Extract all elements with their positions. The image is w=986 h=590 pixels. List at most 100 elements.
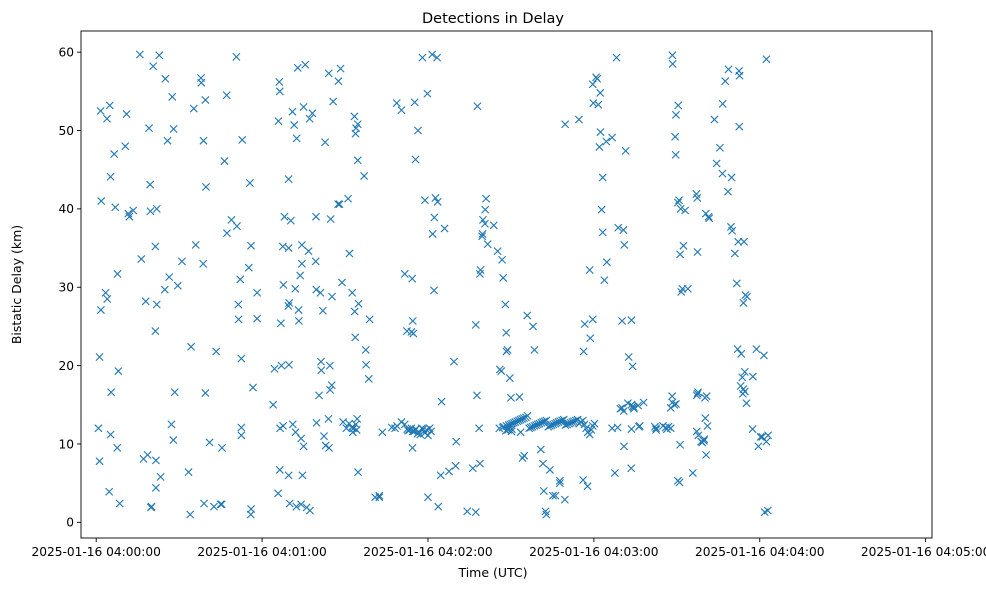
data-point bbox=[328, 292, 337, 301]
data-point bbox=[397, 418, 406, 427]
data-point bbox=[620, 442, 628, 451]
data-point bbox=[703, 421, 712, 430]
data-point bbox=[247, 241, 256, 250]
data-point bbox=[297, 240, 306, 249]
data-point bbox=[312, 212, 320, 221]
data-point bbox=[411, 425, 420, 434]
data-point bbox=[627, 316, 636, 325]
data-point bbox=[301, 60, 310, 69]
data-point bbox=[437, 397, 446, 406]
data-point bbox=[199, 259, 208, 268]
data-point bbox=[320, 432, 329, 441]
data-point bbox=[354, 299, 363, 308]
data-point bbox=[618, 403, 627, 412]
data-point bbox=[735, 122, 744, 131]
data-point bbox=[602, 258, 611, 267]
data-point bbox=[160, 285, 169, 294]
data-point bbox=[671, 400, 680, 408]
data-point bbox=[317, 366, 326, 375]
data-point bbox=[600, 276, 609, 285]
data-point bbox=[311, 257, 320, 266]
data-point bbox=[471, 508, 480, 517]
data-point bbox=[245, 179, 254, 188]
data-point bbox=[679, 241, 688, 250]
data-point bbox=[763, 506, 772, 515]
data-point bbox=[501, 300, 510, 309]
data-point bbox=[302, 503, 311, 512]
data-point bbox=[244, 263, 253, 272]
data-point bbox=[555, 476, 564, 485]
data-point bbox=[325, 443, 333, 452]
data-point bbox=[146, 180, 155, 189]
data-point bbox=[634, 401, 643, 410]
y-tick-label: 0 bbox=[66, 516, 74, 530]
data-point bbox=[375, 493, 384, 502]
data-point bbox=[428, 229, 437, 238]
data-point bbox=[408, 443, 417, 452]
data-point bbox=[723, 187, 732, 196]
data-point bbox=[146, 503, 155, 512]
data-point bbox=[145, 124, 154, 133]
data-point bbox=[308, 109, 317, 118]
data-point bbox=[693, 389, 702, 398]
data-point bbox=[478, 232, 487, 241]
data-point bbox=[433, 53, 442, 62]
data-point bbox=[141, 297, 150, 306]
data-point bbox=[397, 106, 406, 115]
data-point bbox=[674, 101, 683, 110]
data-point bbox=[105, 101, 114, 110]
data-point bbox=[671, 132, 680, 141]
data-point bbox=[668, 392, 677, 401]
data-point bbox=[290, 121, 299, 130]
data-point bbox=[473, 102, 482, 111]
data-point bbox=[694, 388, 703, 397]
data-point bbox=[734, 237, 743, 246]
data-point bbox=[304, 247, 313, 256]
data-point bbox=[284, 471, 293, 480]
data-point bbox=[234, 315, 243, 324]
data-point bbox=[339, 418, 348, 427]
plot-area-frame bbox=[80, 30, 933, 539]
data-point bbox=[236, 275, 245, 284]
data-point bbox=[152, 300, 161, 309]
data-point bbox=[730, 249, 739, 258]
data-point bbox=[353, 156, 362, 165]
data-point bbox=[423, 431, 432, 440]
x-tick-label: 2025-01-16 04:04:00 bbox=[695, 545, 824, 559]
data-point bbox=[324, 69, 333, 78]
data-point bbox=[502, 328, 511, 337]
data-point bbox=[558, 416, 567, 425]
data-point bbox=[234, 300, 243, 309]
data-point bbox=[111, 203, 120, 212]
data-point bbox=[351, 129, 360, 138]
x-tick-label: 2025-01-16 04:00:00 bbox=[31, 545, 160, 559]
data-point bbox=[297, 500, 306, 509]
data-point bbox=[738, 373, 747, 382]
data-point bbox=[275, 87, 284, 96]
data-point bbox=[676, 204, 685, 213]
data-point bbox=[284, 175, 293, 184]
data-point bbox=[278, 242, 287, 251]
data-point bbox=[279, 280, 288, 289]
data-point bbox=[668, 51, 677, 60]
data-point bbox=[483, 240, 492, 249]
data-point bbox=[596, 128, 605, 137]
data-point bbox=[596, 88, 605, 97]
data-point bbox=[574, 115, 583, 124]
data-point bbox=[493, 247, 502, 256]
x-tick-label: 2025-01-16 04:05:00 bbox=[861, 545, 986, 559]
data-point bbox=[106, 430, 115, 439]
data-point bbox=[542, 510, 551, 519]
data-point bbox=[463, 507, 472, 516]
data-point bbox=[326, 215, 335, 224]
data-point bbox=[530, 345, 539, 354]
data-point bbox=[499, 273, 508, 282]
data-point bbox=[520, 451, 529, 460]
data-point bbox=[762, 437, 771, 446]
data-point bbox=[515, 392, 524, 401]
data-point bbox=[675, 478, 684, 487]
data-point bbox=[411, 155, 420, 164]
data-point bbox=[143, 450, 152, 459]
data-point bbox=[280, 212, 289, 221]
